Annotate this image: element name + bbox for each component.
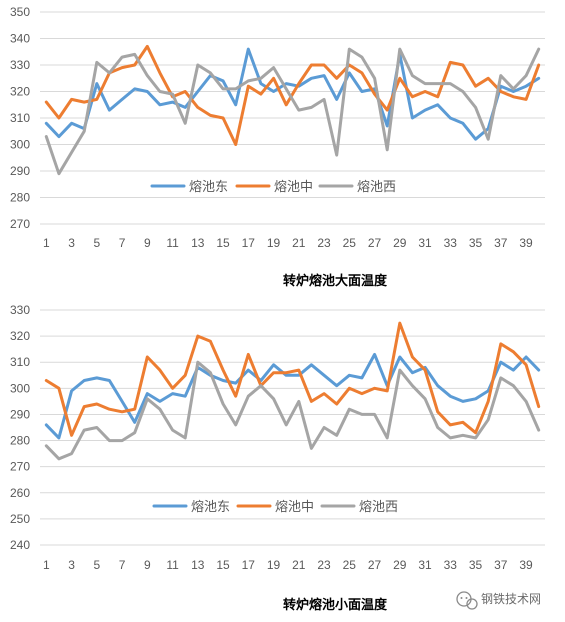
x-tick-label: 9 (144, 558, 151, 572)
x-tick-label: 31 (418, 558, 432, 572)
x-tick-label: 11 (166, 558, 179, 572)
x-tick-label: 35 (469, 558, 483, 572)
x-tick-label: 33 (444, 236, 458, 250)
x-tick-label: 5 (93, 236, 100, 250)
wechat-icon (456, 591, 478, 610)
y-tick-label: 330 (10, 58, 30, 72)
legend-label: 熔池中 (274, 180, 313, 195)
x-tick-label: 21 (292, 558, 306, 572)
x-tick-label: 17 (242, 558, 256, 572)
x-tick-label: 19 (267, 236, 281, 250)
chart-title: 转炉熔池大面温度 (283, 273, 388, 289)
x-tick-label: 7 (119, 558, 126, 572)
series-line-2 (44, 44, 541, 146)
x-tick-label: 15 (216, 236, 230, 250)
series-line-1 (44, 47, 541, 141)
y-tick-label: 280 (10, 191, 30, 205)
x-tick-label: 13 (191, 236, 205, 250)
legend-label: 熔池中 (275, 500, 314, 515)
y-tick-label: 290 (10, 407, 30, 421)
x-tick-label: 3 (68, 236, 75, 250)
legend-label: 熔池东 (189, 180, 228, 195)
x-tick-label: 3 (68, 558, 75, 572)
x-tick-label: 39 (519, 558, 533, 572)
x-tick-label: 27 (368, 558, 382, 572)
x-tick-label: 33 (444, 558, 458, 572)
x-tick-label: 27 (368, 236, 382, 250)
y-tick-label: 290 (10, 164, 30, 178)
y-tick-label: 340 (10, 32, 30, 46)
y-tick-label: 300 (10, 381, 30, 395)
y-tick-label: 310 (10, 355, 30, 369)
legend-label: 熔池东 (191, 500, 230, 515)
x-tick-label: 39 (519, 236, 533, 250)
y-tick-label: 350 (10, 5, 30, 19)
y-tick-label: 270 (10, 460, 30, 474)
x-tick-label: 25 (343, 558, 357, 572)
y-tick-label: 280 (10, 434, 30, 448)
y-tick-label: 300 (10, 138, 30, 152)
x-tick-label: 23 (317, 558, 331, 572)
x-tick-label: 9 (144, 236, 151, 250)
y-tick-label: 320 (10, 85, 30, 99)
x-tick-label: 13 (191, 558, 205, 572)
legend-label: 熔池西 (359, 500, 398, 515)
x-tick-label: 29 (393, 236, 407, 250)
x-tick-label: 21 (292, 236, 306, 250)
y-tick-label: 320 (10, 329, 30, 343)
x-tick-label: 37 (494, 558, 508, 572)
watermark-text: 钢铁技术网 (481, 592, 541, 606)
x-tick-label: 17 (242, 236, 256, 250)
y-tick-label: 250 (10, 512, 30, 526)
watermark: 钢铁技术网 (456, 591, 541, 610)
x-tick-label: 29 (393, 558, 407, 572)
series-line-3 (44, 47, 541, 176)
x-tick-label: 37 (494, 236, 508, 250)
y-tick-label: 330 (10, 303, 30, 317)
series-line-2 (44, 321, 541, 437)
x-tick-label: 1 (43, 236, 50, 250)
series-line-3 (44, 360, 541, 461)
x-tick-label: 7 (119, 236, 126, 250)
x-tick-label: 35 (469, 236, 483, 250)
x-tick-label: 11 (166, 236, 179, 250)
y-tick-label: 310 (10, 111, 30, 125)
x-tick-label: 5 (93, 558, 100, 572)
x-tick-label: 25 (343, 236, 357, 250)
x-tick-label: 1 (43, 558, 50, 572)
x-tick-label: 19 (267, 558, 281, 572)
legend-label: 熔池西 (357, 180, 396, 195)
y-tick-label: 240 (10, 538, 30, 552)
x-tick-label: 15 (216, 558, 230, 572)
x-tick-label: 31 (418, 236, 432, 250)
chart-title: 转炉熔池小面温度 (283, 597, 388, 613)
y-tick-label: 270 (10, 217, 30, 231)
y-tick-label: 260 (10, 486, 30, 500)
x-tick-label: 23 (317, 236, 331, 250)
